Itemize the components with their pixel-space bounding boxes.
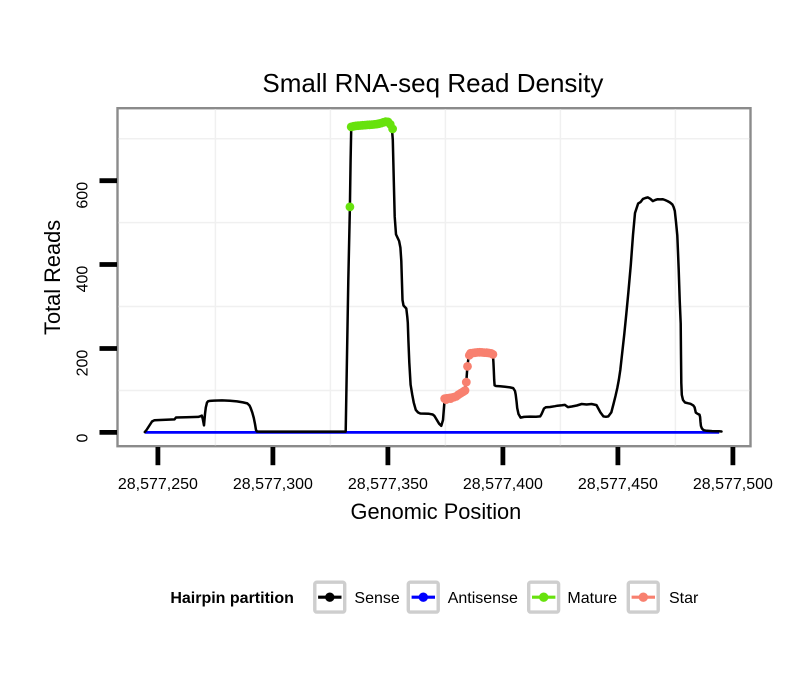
svg-text:Total Reads: Total Reads	[40, 220, 65, 335]
svg-text:28,577,400: 28,577,400	[463, 476, 543, 493]
svg-text:Antisense: Antisense	[448, 590, 518, 607]
svg-text:28,577,300: 28,577,300	[233, 476, 313, 493]
svg-text:Star: Star	[669, 590, 699, 607]
svg-text:Sense: Sense	[354, 590, 399, 607]
svg-text:Small RNA-seq Read Density: Small RNA-seq Read Density	[262, 68, 603, 98]
svg-text:28,577,250: 28,577,250	[118, 476, 198, 493]
svg-text:Genomic Position: Genomic Position	[350, 499, 521, 524]
svg-text:0: 0	[74, 434, 91, 443]
svg-text:Hairpin partition: Hairpin partition	[170, 590, 294, 607]
svg-text:400: 400	[74, 266, 91, 293]
svg-text:Mature: Mature	[567, 590, 617, 607]
svg-text:28,577,450: 28,577,450	[578, 476, 658, 493]
svg-text:200: 200	[74, 350, 91, 377]
svg-text:28,577,500: 28,577,500	[693, 476, 773, 493]
svg-text:28,577,350: 28,577,350	[348, 476, 428, 493]
svg-text:600: 600	[74, 182, 91, 209]
